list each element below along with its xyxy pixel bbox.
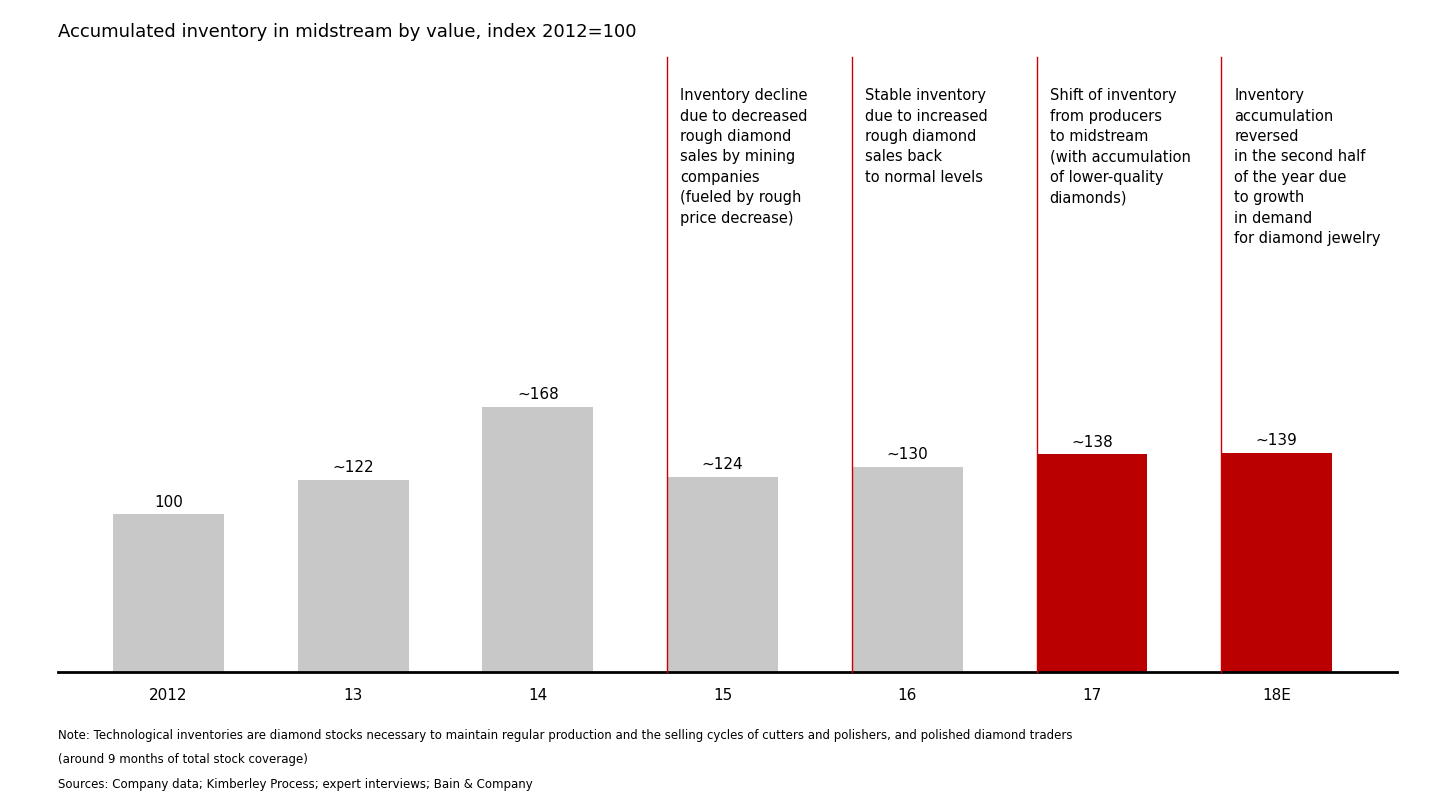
Text: Inventory decline
due to decreased
rough diamond
sales by mining
companies
(fuel: Inventory decline due to decreased rough… (680, 88, 808, 226)
Text: ~138: ~138 (1071, 435, 1113, 450)
Text: Note: Technological inventories are diamond stocks necessary to maintain regular: Note: Technological inventories are diam… (58, 729, 1073, 742)
Bar (1221, 453, 1332, 672)
Bar (298, 480, 409, 672)
Bar (1037, 454, 1148, 672)
Text: Sources: Company data; Kimberley Process; expert interviews; Bain & Company: Sources: Company data; Kimberley Process… (58, 778, 533, 791)
Text: Shift of inventory
from producers
to midstream
(with accumulation
of lower-quali: Shift of inventory from producers to mid… (1050, 88, 1191, 205)
Bar (482, 407, 593, 672)
Text: ~124: ~124 (701, 457, 743, 472)
Text: (around 9 months of total stock coverage): (around 9 months of total stock coverage… (58, 753, 308, 766)
Text: Stable inventory
due to increased
rough diamond
sales back
to normal levels: Stable inventory due to increased rough … (865, 88, 988, 185)
Text: Inventory
accumulation
reversed
in the second half
of the year due
to growth
in : Inventory accumulation reversed in the s… (1234, 88, 1381, 246)
Text: 100: 100 (154, 495, 183, 509)
Text: ~122: ~122 (333, 460, 374, 475)
Text: ~139: ~139 (1256, 433, 1297, 448)
Bar (667, 476, 778, 672)
Text: Accumulated inventory in midstream by value, index 2012=100: Accumulated inventory in midstream by va… (58, 23, 636, 41)
Text: ~130: ~130 (887, 447, 929, 463)
Text: ~168: ~168 (517, 387, 559, 403)
Bar (112, 514, 223, 672)
Bar (852, 467, 963, 672)
